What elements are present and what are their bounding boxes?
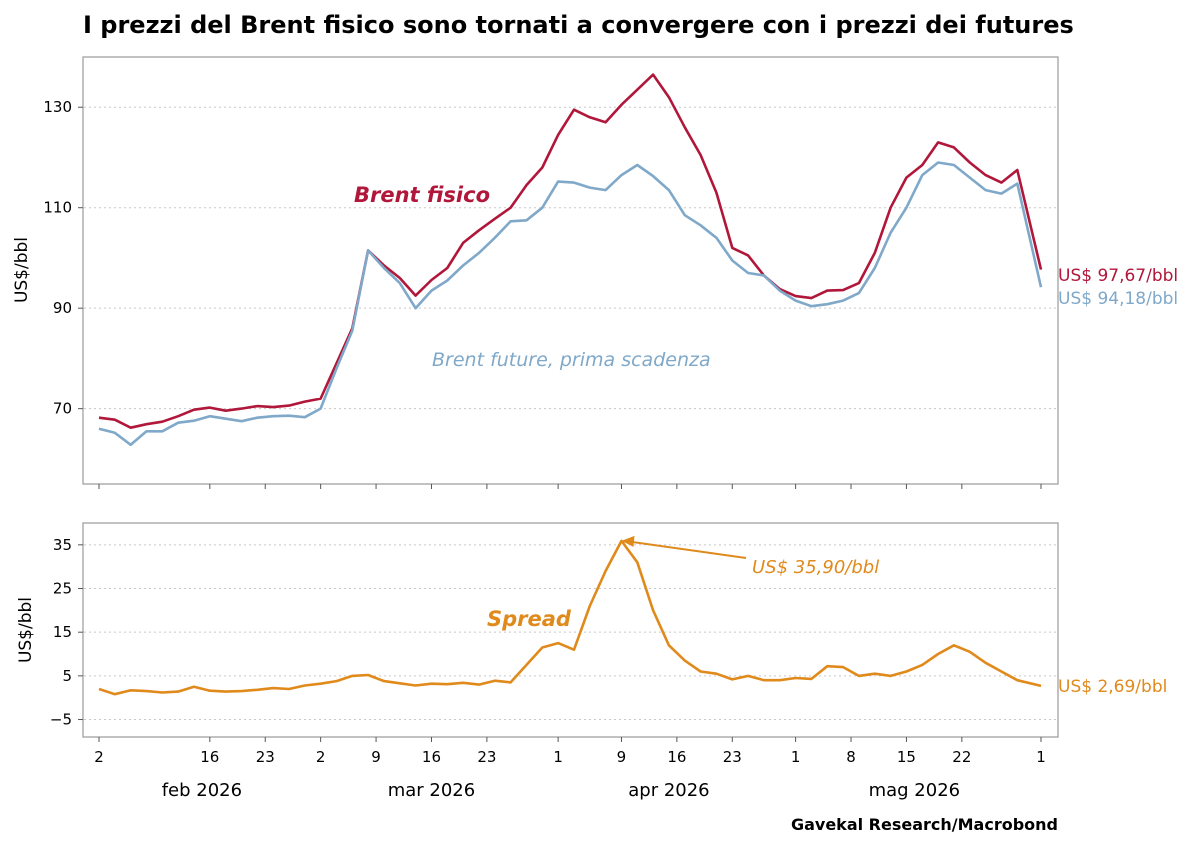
spread-y-tick-label: 15 [53, 623, 72, 641]
spread-y-tick-label: 25 [53, 580, 72, 598]
month-label: mar 2026 [388, 780, 476, 801]
price-panel-gridlines [84, 106, 1057, 410]
spread-panel-gridlines [84, 544, 1057, 721]
spread-panel-y-ticks: −5 5 15 25 35 [50, 536, 83, 729]
x-axis-ticks: 2 16 23 2 9 16 23 1 9 16 23 1 8 15 22 1 [94, 484, 1046, 766]
spread-panel-annotations: Spread US$ 35,90/bbl US$ 2,69/bbl [487, 535, 1167, 697]
x-axis-month-labels: feb 2026 mar 2026 apr 2026 mag 2026 [162, 780, 960, 801]
peak-arrow-head [621, 535, 635, 547]
x-tick-label: 1 [791, 748, 801, 766]
month-label: feb 2026 [162, 780, 242, 801]
price-panel-series [98, 73, 1043, 447]
x-tick-label: 23 [256, 748, 275, 766]
price-y-tick-label: 70 [53, 400, 72, 418]
source-credit: Gavekal Research/Macrobond [791, 815, 1058, 834]
x-tick-label: 22 [952, 748, 971, 766]
spread-panel-frame [82, 522, 1059, 738]
x-tick-label: 1 [1036, 748, 1046, 766]
price-series-line-1 [98, 73, 1043, 430]
x-tick-label: 9 [617, 748, 627, 766]
peak-arrow-line [631, 540, 747, 559]
month-label: apr 2026 [628, 780, 709, 801]
label-brent-fisico: Brent fisico [354, 183, 490, 207]
end-value-brent-future: US$ 94,18/bbl [1058, 289, 1178, 309]
x-tick-label: 23 [723, 748, 742, 766]
x-tick-label: 15 [897, 748, 916, 766]
month-label: mag 2026 [869, 780, 961, 801]
spread-y-tick-label: −5 [50, 711, 72, 729]
spread-panel-series [98, 539, 1042, 696]
end-value-spread: US$ 2,69/bbl [1058, 677, 1167, 697]
x-tick-label: 9 [371, 748, 381, 766]
price-y-tick-label: 130 [43, 98, 72, 116]
price-y-tick-label: 110 [43, 199, 72, 217]
x-tick-label: 1 [553, 748, 563, 766]
price-panel-frame [82, 56, 1059, 485]
x-tick-label: 16 [667, 748, 686, 766]
x-tick-label: 16 [200, 748, 219, 766]
peak-value-spread: US$ 35,90/bbl [752, 557, 879, 578]
x-tick-label: 2 [316, 748, 326, 766]
spread-series-line-1 [98, 539, 1042, 696]
label-spread: Spread [487, 607, 572, 631]
price-y-tick-label: 90 [53, 299, 72, 317]
price-panel-annotations: Brent fisico Brent future, prima scadenza… [354, 183, 1178, 371]
x-tick-label: 2 [94, 748, 104, 766]
spread-y-tick-label: 35 [53, 536, 72, 554]
x-tick-label: 23 [477, 748, 496, 766]
price-panel-y-ticks: 70 90 110 130 [43, 98, 83, 418]
x-tick-label: 8 [846, 748, 856, 766]
spread-panel-y-axis-label: US$/bbl [16, 597, 36, 663]
label-brent-future: Brent future, prima scadenza [432, 349, 711, 371]
price-series-line-2 [98, 161, 1043, 447]
price-panel-y-axis-label: US$/bbl [12, 237, 32, 303]
x-tick-label: 16 [422, 748, 441, 766]
spread-y-tick-label: 5 [62, 667, 72, 685]
end-value-brent-fisico: US$ 97,67/bbl [1058, 266, 1178, 286]
chart-title: I prezzi del Brent fisico sono tornati a… [83, 11, 1074, 39]
